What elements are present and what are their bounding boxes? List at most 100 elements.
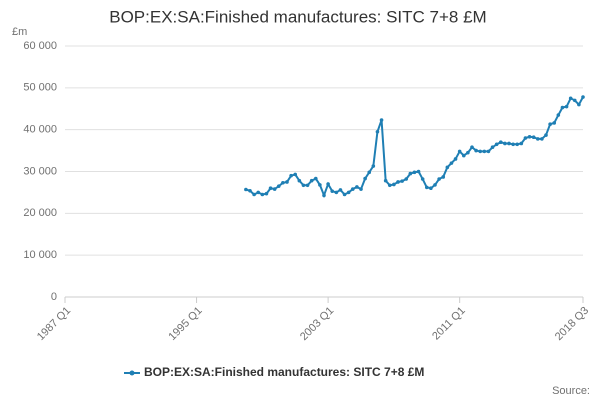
point — [334, 190, 339, 195]
point — [387, 183, 392, 188]
y-tick-label: 40 000 — [23, 124, 57, 136]
point — [392, 182, 396, 187]
point — [371, 164, 376, 168]
y-tick-label: 0 — [51, 291, 57, 303]
point — [535, 137, 540, 141]
x-tick-label: 1987 Q1 — [35, 305, 73, 343]
point — [474, 148, 478, 153]
point — [544, 133, 548, 137]
point — [297, 178, 302, 183]
point — [322, 193, 326, 198]
point — [523, 136, 528, 140]
point — [560, 105, 565, 110]
point — [453, 157, 458, 161]
point — [572, 98, 577, 103]
point — [507, 141, 511, 146]
line — [245, 96, 584, 199]
point — [264, 191, 269, 196]
point — [256, 190, 261, 195]
point — [252, 192, 256, 197]
legend-label: BOP:EX:SA:Finished manufactures: SITC 7+… — [144, 365, 424, 379]
point — [424, 185, 429, 190]
point — [577, 102, 581, 107]
point — [375, 129, 380, 134]
y-tick-label: 10 000 — [23, 249, 57, 261]
point — [355, 185, 359, 189]
point — [350, 187, 355, 191]
point — [420, 177, 425, 181]
x-tick-label: 1995 Q1 — [166, 305, 204, 343]
point — [346, 190, 351, 195]
point — [470, 145, 474, 150]
point — [515, 142, 520, 147]
point — [564, 104, 569, 109]
source: Source: — [552, 385, 590, 397]
point — [342, 192, 347, 197]
point — [461, 153, 466, 158]
point — [494, 142, 499, 147]
point — [318, 183, 322, 187]
point — [437, 177, 441, 181]
point — [260, 192, 265, 197]
point — [326, 182, 330, 186]
point — [289, 173, 293, 178]
point — [396, 180, 400, 184]
point — [486, 149, 491, 154]
point — [429, 186, 433, 191]
point — [305, 183, 310, 188]
point — [404, 177, 409, 181]
point — [519, 141, 524, 146]
point — [248, 188, 252, 193]
point — [581, 95, 585, 99]
point — [503, 141, 507, 146]
x-tick-label: 2003 Q1 — [298, 305, 336, 343]
point — [531, 135, 536, 139]
point — [457, 149, 462, 154]
x-tick-label: 2011 Q1 — [430, 305, 468, 343]
x-tick-label: 2018 Q3 — [553, 305, 591, 343]
point — [244, 187, 248, 192]
y-tick-label: 60 000 — [23, 40, 57, 52]
point — [272, 187, 277, 191]
point — [441, 175, 446, 179]
point — [556, 113, 561, 117]
point — [313, 176, 318, 181]
point — [416, 169, 421, 174]
point — [285, 180, 289, 184]
legend-marker — [129, 370, 135, 376]
point — [363, 176, 367, 181]
point — [309, 178, 314, 183]
point — [449, 161, 454, 165]
point — [379, 118, 384, 122]
point — [276, 184, 281, 188]
point — [367, 170, 372, 175]
point — [445, 165, 450, 170]
point — [568, 96, 573, 101]
point — [412, 170, 417, 175]
point — [511, 142, 515, 147]
point — [400, 179, 404, 183]
point — [293, 172, 298, 177]
y-unit: £m — [12, 26, 27, 38]
point — [482, 149, 487, 154]
point — [330, 189, 335, 193]
chart-title: BOP:EX:SA:Finished manufactures: SITC 7+… — [109, 7, 486, 26]
point — [552, 121, 557, 125]
y-tick-label: 30 000 — [23, 165, 57, 177]
point — [466, 150, 470, 155]
point — [383, 178, 388, 183]
point — [338, 188, 343, 192]
point — [548, 122, 552, 127]
point — [433, 183, 437, 187]
point — [540, 137, 544, 141]
point — [301, 183, 306, 188]
y-tick-label: 50 000 — [23, 82, 57, 94]
point — [498, 140, 503, 145]
point — [490, 145, 495, 150]
point — [268, 186, 273, 191]
y-tick-label: 20 000 — [23, 207, 57, 219]
point — [527, 134, 532, 139]
point — [359, 187, 363, 191]
